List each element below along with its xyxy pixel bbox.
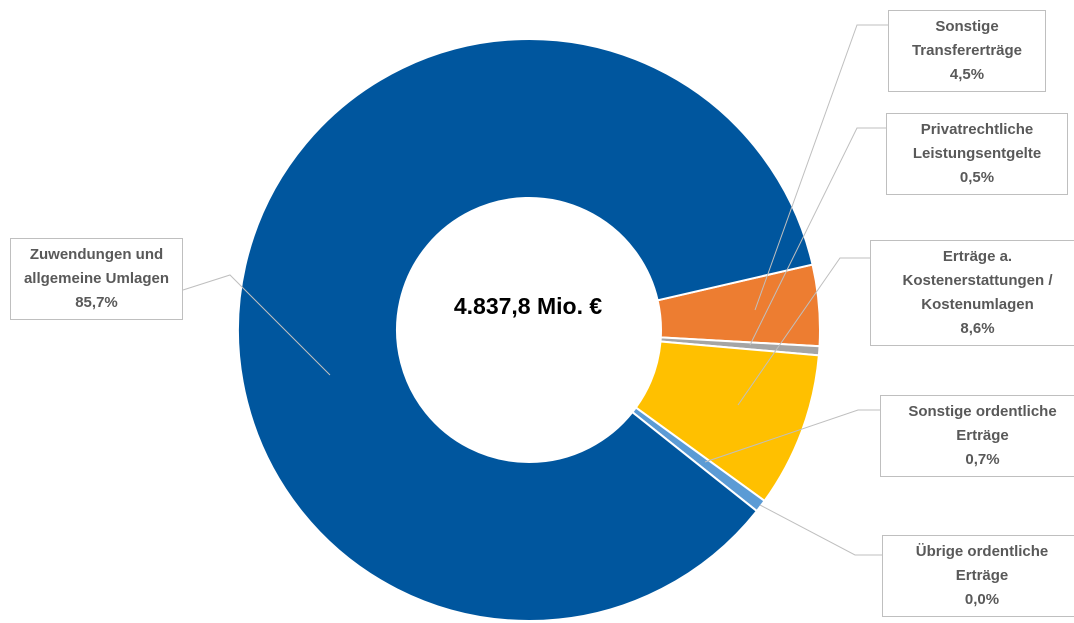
- value-label: 0,7%: [965, 451, 1000, 468]
- value-label: 8,6%: [960, 320, 995, 337]
- donut: [237, 38, 821, 622]
- leader-line: [759, 504, 882, 556]
- data-label: Zuwendungen und allgemeine Umlagen 85,7%: [10, 238, 183, 320]
- center-total: 4.837,8 Mio. €: [454, 293, 603, 319]
- category-label: Übrige ordentliche Erträge: [915, 543, 1049, 584]
- leader-line: [754, 24, 888, 311]
- leader-line: [737, 257, 870, 406]
- leader-line: [749, 127, 886, 346]
- data-label: Sonstige ordentliche Erträge 0,7%: [880, 395, 1074, 477]
- leader-line: [704, 409, 880, 463]
- category-label: Erträge a. Kostenerstattungen / Kostenum…: [902, 248, 1053, 313]
- category-label: Privatrechtliche Leistungsentgelte: [912, 121, 1042, 162]
- data-label: Übrige ordentliche Erträge 0,0%: [882, 535, 1074, 617]
- data-label: Erträge a. Kostenerstattungen / Kostenum…: [870, 240, 1074, 346]
- slice: [237, 38, 814, 622]
- value-label: 0,0%: [964, 591, 1000, 608]
- data-label: Sonstige Transfererträge 4,5%: [888, 10, 1046, 92]
- category-label: Sonstige ordentliche Erträge: [908, 403, 1057, 444]
- value-label: 85,7%: [75, 294, 118, 311]
- leader-line: [182, 274, 331, 376]
- data-label: Privatrechtliche Leistungsentgelte 0,5%: [886, 113, 1068, 195]
- category-label: Zuwendungen und allgemeine Umlagen: [23, 246, 170, 287]
- value-label: 0,5%: [959, 169, 995, 186]
- category-label: Sonstige Transfererträge: [911, 18, 1023, 59]
- value-label: 4,5%: [949, 66, 985, 83]
